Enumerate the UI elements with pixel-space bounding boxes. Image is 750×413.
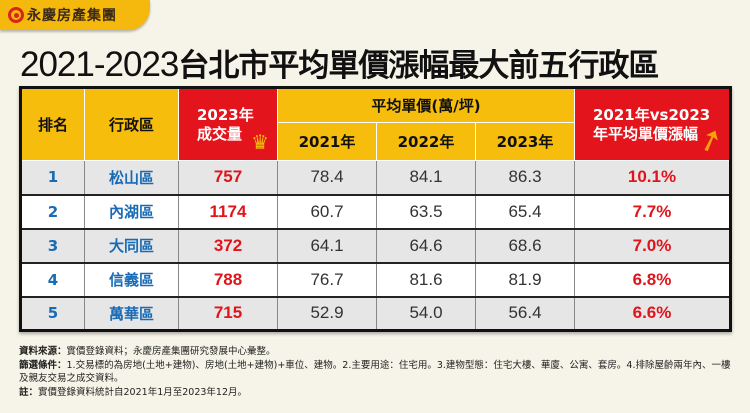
table-row: 3 大同區 372 64.1 64.6 68.6 7.0% xyxy=(20,228,731,264)
header-change: 2021年vs2023年平均單價漲幅 ➚ xyxy=(574,87,731,162)
header-2021: 2021年 xyxy=(277,122,377,161)
title-years: 2021-2023 xyxy=(20,45,179,84)
ranking-table: 排名 行政區 2023年成交量 ♛ 平均單價(萬/坪) 2021年vs2023年平… xyxy=(19,86,732,332)
cell-p2021: 60.7 xyxy=(277,194,377,230)
cell-p2021: 52.9 xyxy=(277,296,377,332)
cell-p2021: 76.7 xyxy=(277,262,377,298)
header-price-group: 平均單價(萬/坪) xyxy=(277,87,575,123)
logo-icon xyxy=(8,7,24,23)
crown-icon: ♛ xyxy=(251,130,269,154)
header-2022: 2022年 xyxy=(376,122,476,161)
header-2023: 2023年 xyxy=(475,122,575,161)
header-rank: 排名 xyxy=(20,87,85,161)
cell-change: 7.7% xyxy=(574,194,731,230)
cell-district: 松山區 xyxy=(84,160,179,196)
cell-p2023: 65.4 xyxy=(475,194,575,230)
table-row: 4 信義區 788 76.7 81.6 81.9 6.8% xyxy=(20,262,731,298)
cell-district: 信義區 xyxy=(84,262,179,298)
cell-change: 6.8% xyxy=(574,262,731,298)
cell-rank: 1 xyxy=(20,160,85,196)
rising-arrow-icon: ➚ xyxy=(692,119,729,162)
cell-p2023: 81.9 xyxy=(475,262,575,298)
header-district: 行政區 xyxy=(84,87,179,161)
cell-change: 10.1% xyxy=(574,160,731,196)
title-text: 台北市平均單價漲幅最大前五行政區 xyxy=(178,48,659,84)
header-volume-label: 2023年成交量 xyxy=(197,105,254,143)
cell-p2022: 54.0 xyxy=(376,296,476,332)
cell-district: 內湖區 xyxy=(84,194,179,230)
cell-p2022: 81.6 xyxy=(376,262,476,298)
cell-volume: 757 xyxy=(178,160,278,196)
cell-rank: 2 xyxy=(20,194,85,230)
cell-volume: 372 xyxy=(178,228,278,264)
table-row: 2 內湖區 1174 60.7 63.5 65.4 7.7% xyxy=(20,194,731,230)
cell-change: 6.6% xyxy=(574,296,731,332)
cell-change: 7.0% xyxy=(574,228,731,264)
page-title: 2021-2023台北市平均單價漲幅最大前五行政區 xyxy=(20,40,735,85)
note-remark: 註：實價登錄資料統計自2021年1月至2023年12月。 xyxy=(19,386,248,398)
cell-rank: 5 xyxy=(20,296,85,332)
brand-name: 永慶房產集團 xyxy=(27,8,117,24)
cell-p2021: 64.1 xyxy=(277,228,377,264)
cell-district: 萬華區 xyxy=(84,296,179,332)
footnotes: 資料來源：實價登錄資料；永慶房產集團研究發展中心彙整。 篩選條件：1.交易標的為… xyxy=(19,345,734,399)
cell-volume: 788 xyxy=(178,262,278,298)
cell-rank: 4 xyxy=(20,262,85,298)
cell-volume: 1174 xyxy=(178,194,278,230)
cell-p2022: 84.1 xyxy=(376,160,476,196)
cell-rank: 3 xyxy=(20,228,85,264)
header-volume: 2023年成交量 ♛ xyxy=(178,87,278,161)
brand-logo: 永慶房產集團 xyxy=(0,0,150,30)
header-change-label: 2021年vs2023年平均單價漲幅 xyxy=(593,105,711,143)
note-criteria: 篩選條件：1.交易標的為房地(土地+建物)、房地(土地+建物)+車位、建物。2.… xyxy=(19,359,731,385)
note-source: 資料來源：實價登錄資料；永慶房產集團研究發展中心彙整。 xyxy=(19,346,276,357)
table-row: 1 松山區 757 78.4 84.1 86.3 10.1% xyxy=(20,160,731,196)
cell-volume: 715 xyxy=(178,296,278,332)
cell-p2022: 64.6 xyxy=(376,228,476,264)
cell-p2022: 63.5 xyxy=(376,194,476,230)
cell-district: 大同區 xyxy=(84,228,179,264)
cell-p2021: 78.4 xyxy=(277,160,377,196)
table-row: 5 萬華區 715 52.9 54.0 56.4 6.6% xyxy=(20,296,731,332)
cell-p2023: 86.3 xyxy=(475,160,575,196)
cell-p2023: 56.4 xyxy=(475,296,575,332)
cell-p2023: 68.6 xyxy=(475,228,575,264)
